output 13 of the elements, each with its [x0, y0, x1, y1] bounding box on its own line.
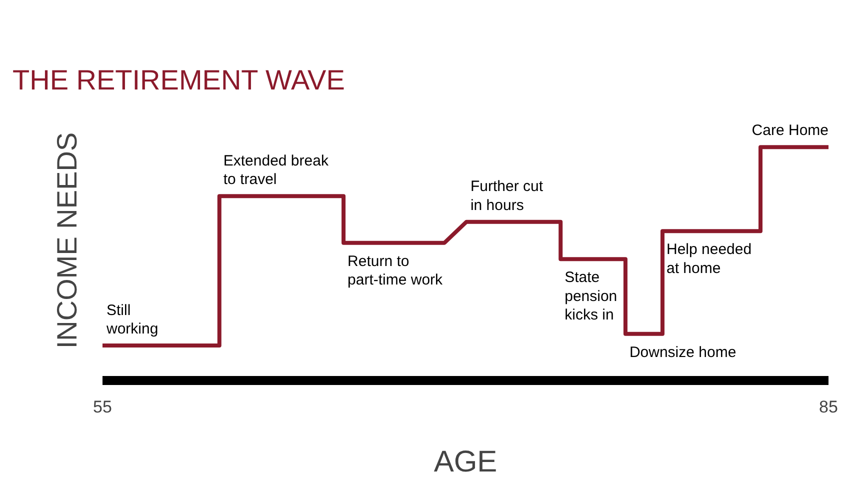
annotation: State pension kicks in: [564, 269, 618, 324]
annotation: Downsize home: [629, 344, 736, 361]
annotation: Further cut in hours: [470, 178, 544, 214]
annotation: Extended break to travel: [223, 152, 329, 188]
y-axis-title: INCOME NEEDS: [52, 132, 82, 349]
x-tick-label: 55: [93, 398, 112, 416]
annotation: Still working: [106, 302, 158, 338]
annotation: Help needed at home: [666, 241, 752, 277]
chart-title: THE RETIREMENT WAVE: [12, 64, 345, 96]
text: Care Home: [752, 122, 829, 140]
x-tick-label: 85: [819, 398, 838, 416]
x-axis-title: AGE: [434, 446, 498, 478]
annotation: Return to part-time work: [348, 252, 444, 289]
